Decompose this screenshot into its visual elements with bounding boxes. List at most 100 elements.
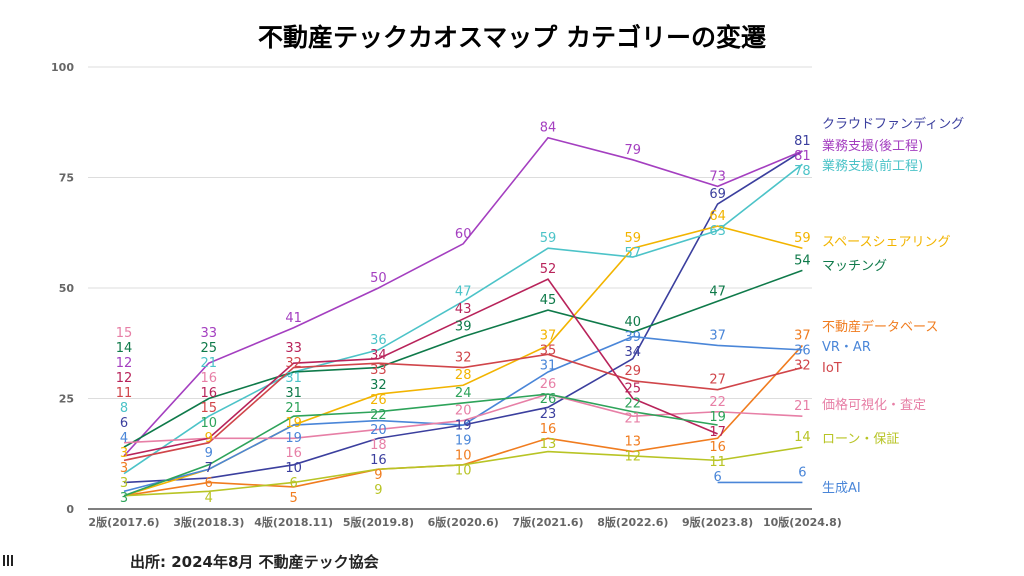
data-label: 22	[625, 397, 642, 412]
data-label: 21	[794, 399, 811, 414]
y-tick-label: 100	[51, 61, 74, 74]
data-label: 14	[116, 341, 133, 356]
data-label: 26	[540, 392, 557, 407]
data-label: 20	[455, 404, 472, 419]
data-label: 69	[709, 187, 726, 202]
data-label: 39	[625, 330, 642, 345]
source-note: 出所: 2024年8月 不動産テック協会	[130, 553, 379, 571]
data-label: 31	[285, 386, 302, 401]
data-label: 7	[205, 461, 213, 476]
data-label: 3	[120, 461, 128, 476]
data-label: 59	[540, 231, 557, 246]
series-name-label: VR・AR	[822, 340, 871, 355]
data-label: 16	[709, 440, 726, 455]
series-name-label: IoT	[822, 361, 842, 376]
data-label: 21	[285, 401, 302, 416]
data-label: 12	[625, 450, 642, 465]
data-label: 16	[540, 422, 557, 437]
data-label: 52	[540, 262, 557, 277]
data-label: 10	[455, 449, 472, 464]
series-name-label: 業務支援(後工程)	[822, 138, 923, 154]
data-label: 36	[370, 333, 387, 348]
data-label: 10	[285, 461, 302, 476]
data-label: 81	[794, 134, 811, 149]
data-label: 23	[540, 407, 557, 422]
x-tick-label: 5版(2019.8)	[343, 515, 414, 529]
x-tick-label: 8版(2022.6)	[597, 515, 668, 529]
data-label: 6	[289, 476, 297, 491]
series-name-label: クラウドファンディング	[822, 116, 964, 132]
data-label: 37	[709, 328, 726, 343]
data-label: 11	[709, 455, 726, 470]
data-label: 12	[116, 371, 133, 386]
data-label: 50	[370, 271, 387, 286]
data-label: 43	[455, 302, 472, 317]
data-label: 33	[370, 363, 387, 378]
data-label: 22	[370, 408, 387, 423]
data-label: 32	[370, 378, 387, 393]
data-label: 10	[201, 416, 218, 431]
y-tick-label: 50	[59, 282, 75, 295]
data-label: 9	[374, 468, 382, 483]
series-line	[123, 269, 803, 448]
y-tick-label: 25	[59, 393, 74, 406]
data-label: 19	[709, 410, 726, 425]
series-line	[123, 393, 803, 444]
data-label: 21	[201, 356, 218, 371]
data-label: 79	[625, 143, 642, 158]
series-name-label: スペースシェアリング	[822, 235, 950, 250]
data-label: 14	[794, 430, 811, 445]
data-label: 12	[116, 356, 133, 371]
series-name-label: 業務支援(前工程)	[822, 158, 923, 174]
series-line	[123, 393, 718, 497]
data-label: 25	[201, 341, 218, 356]
data-label: 16	[370, 453, 387, 468]
series-line	[123, 163, 803, 475]
data-label: 25	[625, 382, 642, 397]
data-label: 19	[285, 416, 302, 431]
data-label: 4	[120, 431, 128, 446]
data-label: 59	[794, 231, 811, 246]
x-tick-label: 7版(2021.6)	[512, 515, 583, 529]
data-label: 47	[709, 284, 726, 299]
data-label: 16	[201, 371, 218, 386]
data-label: 24	[455, 386, 472, 401]
series-line	[123, 446, 803, 497]
data-label: 31	[285, 371, 302, 386]
series-line	[123, 136, 803, 457]
data-label: 84	[540, 121, 557, 136]
data-label: 13	[625, 435, 642, 450]
data-label: 9	[374, 483, 382, 498]
data-label: 36	[794, 343, 811, 358]
data-label: 37	[794, 328, 811, 343]
data-label: 32	[285, 356, 302, 371]
data-label: 9	[205, 431, 213, 446]
data-label: 27	[709, 373, 726, 388]
data-label: 9	[205, 446, 213, 461]
series-line	[123, 278, 718, 457]
data-label: 32	[455, 351, 472, 366]
data-label: 16	[285, 446, 302, 461]
data-label: 54	[794, 253, 811, 268]
data-label: 5	[289, 491, 297, 506]
data-label: 10	[455, 464, 472, 479]
series-line	[123, 335, 803, 493]
series-name-label: 生成AI	[822, 481, 861, 496]
data-label: 15	[116, 326, 133, 341]
data-label: 31	[540, 358, 557, 373]
data-label: 73	[709, 169, 726, 184]
x-tick-label: 9版(2023.8)	[682, 515, 753, 529]
data-label: 20	[370, 423, 387, 438]
data-label: 34	[370, 348, 387, 363]
data-label: 64	[709, 209, 726, 224]
data-label: 60	[455, 227, 472, 242]
data-label: 22	[709, 395, 726, 410]
data-label: 45	[540, 293, 557, 308]
data-label: 3	[120, 446, 128, 461]
data-label: 35	[540, 343, 557, 358]
series-name-label: マッチング	[822, 259, 887, 274]
x-tick-label: 2版(2017.6)	[88, 515, 159, 529]
data-label: 6	[798, 465, 806, 480]
data-label: 19	[285, 431, 302, 446]
chart-title: 不動産テックカオスマップ カテゴリーの変遷	[258, 23, 766, 52]
